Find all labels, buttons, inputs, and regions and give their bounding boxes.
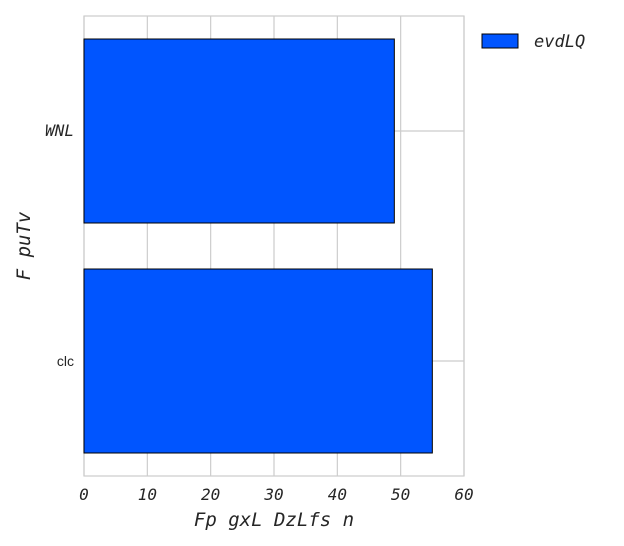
x-axis-label: Fp gxL DzLfs n [194,509,354,531]
x-tick-label: 50 [391,485,410,504]
x-tick-label: 20 [201,485,220,504]
x-tick-label: 60 [454,485,473,504]
legend: evdLQ [481,32,585,52]
bar-clc [83,268,433,454]
plot-frame [83,15,465,477]
y-tick-label: clc [57,353,74,369]
legend-label: evdLQ [534,32,585,52]
y-axis-ticks: WNL clc [45,121,74,369]
x-tick-label: 10 [138,485,157,504]
x-tick-label: 30 [263,485,283,504]
y-axis-label: F puTv [13,211,35,280]
x-axis-ticks: 0 10 20 30 40 50 60 [79,485,473,504]
legend-swatch [481,33,519,49]
x-tick-label: 40 [328,485,347,504]
x-tick-label: 0 [79,485,89,504]
y-tick-label: WNL [45,121,74,140]
bars [83,38,433,454]
bar-wnl [83,38,395,224]
